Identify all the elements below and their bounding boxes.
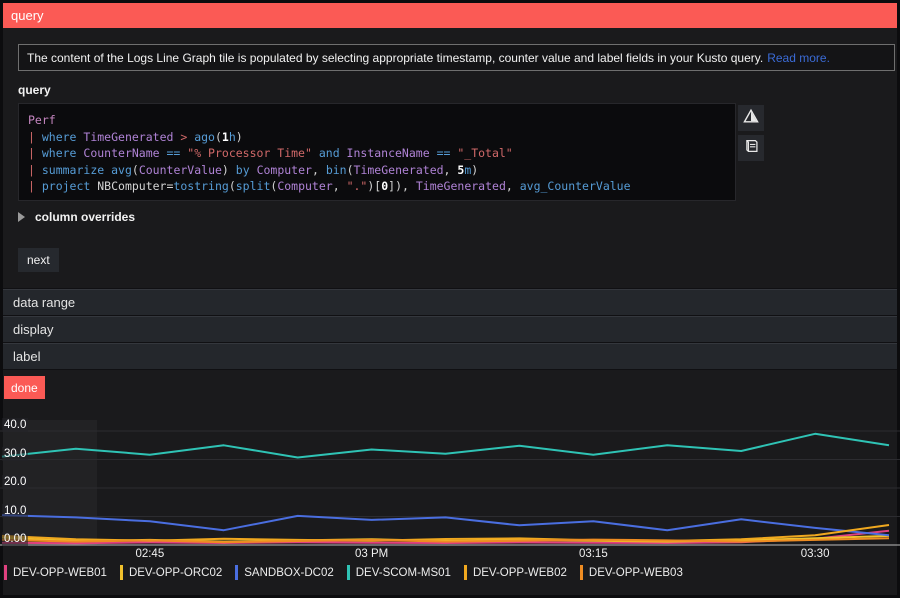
y-tick-label: 40.0 — [2, 418, 29, 432]
legend-marker — [4, 565, 7, 580]
run-query-button[interactable] — [738, 105, 764, 131]
documentation-button[interactable] — [738, 135, 764, 161]
legend-label: SANDBOX-DC02 — [244, 566, 334, 579]
x-tick-label: 03:15 — [578, 548, 608, 560]
code-line: | project NBComputer=tostring(split(Comp… — [28, 179, 631, 193]
chevron-right-icon — [18, 212, 25, 222]
y-tick-label: 0.00 — [2, 532, 29, 546]
series-line-DEV-OPP-WEB02 — [1, 524, 890, 542]
section-label-label: label — [13, 349, 41, 364]
legend-marker — [346, 565, 350, 580]
legend-item-SANDBOX-DC02[interactable]: SANDBOX-DC02 — [235, 565, 334, 580]
y-tick-label: 20.0 — [2, 475, 29, 489]
section-display-label: display — [13, 322, 54, 337]
section-display[interactable]: display — [3, 316, 897, 343]
done-button[interactable]: done — [4, 376, 45, 399]
y-tick-label: 10.0 — [2, 503, 29, 518]
legend-item-DEV-OPP-WEB01[interactable]: DEV-OPP-WEB01 — [4, 565, 107, 580]
info-banner: The content of the Logs Line Graph tile … — [18, 44, 895, 71]
x-tick-label: 03 PM — [354, 548, 389, 560]
legend-item-DEV-OPP-WEB02[interactable]: DEV-OPP-WEB02 — [463, 565, 567, 580]
line-chart: 40.0 30.0 20.0 10.0 0.00 02:45 03 PM 03:15 03:3… — [0, 405, 900, 598]
docs-book-icon — [743, 138, 760, 159]
series-line-DEV-OPP-WEB03 — [1, 537, 890, 544]
legend-marker — [579, 565, 583, 580]
info-text: The content of the Logs Line Graph tile … — [27, 50, 764, 65]
legend-label: DEV-OPP-ORC02 — [128, 566, 223, 579]
legend-item-DEV-OPP-ORC02[interactable]: DEV-OPP-ORC02 — [119, 565, 223, 580]
y-tick-label: 30.0 — [2, 446, 29, 461]
legend-label: DEV-SCOM-MS01 — [355, 566, 451, 579]
x-tick-label: 02:45 — [135, 548, 165, 560]
section-data-range-label: data range — [13, 295, 76, 310]
section-label[interactable]: label — [3, 343, 897, 370]
code-line: | summarize avg(CounterValue) by Compute… — [28, 162, 479, 177]
legend-label: DEV-OPP-WEB03 — [588, 566, 683, 579]
x-axis-labels: 02:45 03 PM 03:15 03:30 — [0, 548, 900, 564]
next-button[interactable]: next — [18, 248, 59, 272]
read-more-link[interactable]: Read more. — [767, 50, 830, 65]
legend-item-DEV-OPP-WEB03[interactable]: DEV-OPP-WEB03 — [579, 565, 683, 580]
chart-svg — [0, 430, 900, 546]
legend-label: DEV-OPP-WEB01 — [13, 566, 107, 579]
column-overrides-label: column overrides — [35, 210, 136, 224]
dialog-titlebar: query — [3, 3, 897, 28]
chart-legend: DEV-OPP-WEB01 DEV-OPP-ORC02 SANDBOX-DC02 DE… — [4, 565, 896, 580]
run-query-icon — [742, 108, 760, 129]
legend-marker — [119, 565, 123, 580]
legend-label: DEV-OPP-WEB02 — [472, 566, 567, 579]
code-line: | where TimeGenerated > ago(1h) — [28, 129, 243, 144]
settings-accordion: data range display label — [3, 288, 897, 370]
query-field-label: query — [18, 83, 51, 97]
code-line: | where CounterName == "% Processor Time… — [28, 146, 513, 160]
section-data-range[interactable]: data range — [3, 289, 897, 316]
code-line: Perf — [28, 113, 56, 127]
legend-item-DEV-SCOM-MS01[interactable]: DEV-SCOM-MS01 — [346, 565, 451, 580]
series-line-DEV-SCOM-MS01 — [1, 432, 890, 459]
column-overrides-toggle[interactable]: column overrides — [18, 210, 135, 224]
legend-marker — [463, 565, 467, 580]
x-tick-label: 03:30 — [800, 548, 830, 560]
series-line-SANDBOX-DC02 — [1, 514, 890, 537]
legend-marker — [235, 565, 239, 580]
dialog-title: query — [11, 8, 44, 23]
kusto-code[interactable]: Perf | where TimeGenerated > ago(1h) | whe… — [18, 103, 736, 201]
